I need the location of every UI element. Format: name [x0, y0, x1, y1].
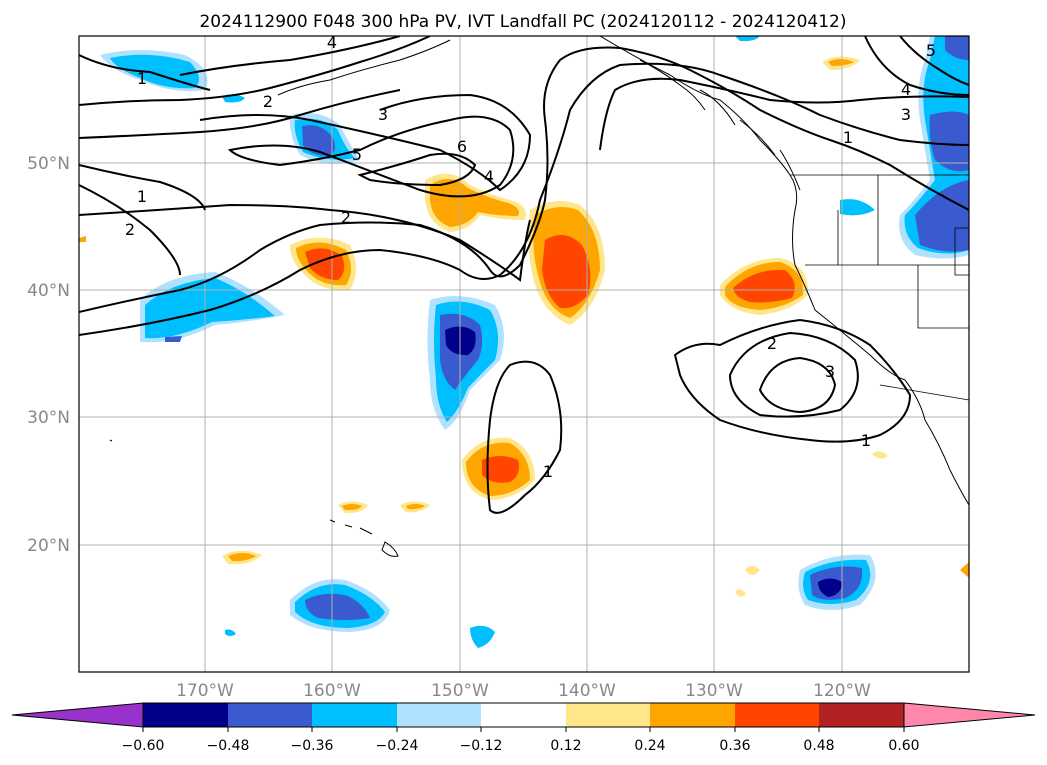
colorbar-segment — [819, 703, 904, 727]
contour-label: 2 — [263, 92, 273, 111]
colorbar-tick-label: 0.24 — [634, 738, 665, 754]
lat-label-20n: 20°N — [27, 536, 70, 556]
lon-label-140w: 140°W — [558, 681, 616, 701]
contour-label: 1 — [137, 69, 147, 88]
latitude-labels: 50°N 40°N 30°N 20°N — [27, 154, 70, 556]
contour-label: 4 — [484, 167, 494, 186]
contour-label: 1 — [843, 128, 853, 147]
contour-label: 1 — [861, 431, 871, 450]
colorbar-segment — [735, 703, 819, 727]
colorbar-segment — [228, 703, 312, 727]
colorbar-tick-label: −0.36 — [291, 738, 334, 754]
colorbar-tick-label: 0.48 — [803, 738, 834, 754]
lon-label-120w: 120°W — [813, 681, 871, 701]
colorbar-tick-label: 0.12 — [550, 738, 581, 754]
colorbar-segment — [566, 703, 650, 727]
contour-label: 2 — [767, 334, 777, 353]
contour-label: 1 — [137, 187, 147, 206]
lat-label-50n: 50°N — [27, 154, 70, 174]
contour-label: 2 — [341, 208, 351, 227]
colorbar-segment — [481, 703, 566, 727]
lon-label-150w: 150°W — [431, 681, 489, 701]
contour-label: 4 — [901, 80, 911, 99]
contour-label: 1 — [543, 462, 553, 481]
colorbar-over-extension — [903, 702, 1036, 728]
figure-title: 2024112900 F048 300 hPa PV, IVT Landfall… — [199, 12, 846, 32]
map-panel: 1 2 4 3 5 6 4 1 2 2 1 4 3 5 2 3 1 1 — [79, 33, 969, 672]
contour-label: 3 — [378, 105, 388, 124]
pv-contours — [79, 36, 969, 514]
colorbar: −0.60 −0.48 −0.36 −0.24 −0.12 0.12 0.24 … — [11, 702, 1036, 754]
colorbar-segment — [143, 703, 228, 727]
colorbar-under-extension — [11, 702, 144, 728]
colorbar-ticks — [142, 727, 905, 732]
lon-label-160w: 160°W — [303, 681, 361, 701]
colorbar-segment — [650, 703, 735, 727]
lon-label-130w: 130°W — [685, 681, 743, 701]
contour-label: 2 — [125, 220, 135, 239]
longitude-labels: 170°W 160°W 150°W 140°W 130°W 120°W — [176, 681, 871, 701]
contour-label: 5 — [352, 145, 362, 164]
colorbar-tick-label: −0.60 — [122, 738, 165, 754]
colorbar-tick-label: 0.36 — [719, 738, 750, 754]
contour-label: 3 — [825, 362, 835, 381]
contour-label: 3 — [901, 105, 911, 124]
lon-label-170w: 170°W — [176, 681, 234, 701]
coastlines — [109, 36, 969, 557]
contour-label: 4 — [327, 33, 337, 52]
lat-label-30n: 30°N — [27, 408, 70, 428]
colorbar-tick-label: −0.24 — [376, 738, 419, 754]
contour-label-group: 1 2 4 3 5 6 4 1 2 2 1 4 3 5 2 3 1 1 — [125, 33, 936, 481]
colorbar-segment — [397, 703, 481, 727]
colorbar-segment — [312, 703, 397, 727]
contour-label: 5 — [926, 41, 936, 60]
lat-label-40n: 40°N — [27, 281, 70, 301]
colorbar-tick-label: −0.48 — [207, 738, 250, 754]
map-frame — [78, 35, 970, 673]
colorbar-tick-label: 0.60 — [888, 738, 919, 754]
contour-label: 6 — [457, 137, 467, 156]
colorbar-tick-label: −0.12 — [460, 738, 503, 754]
